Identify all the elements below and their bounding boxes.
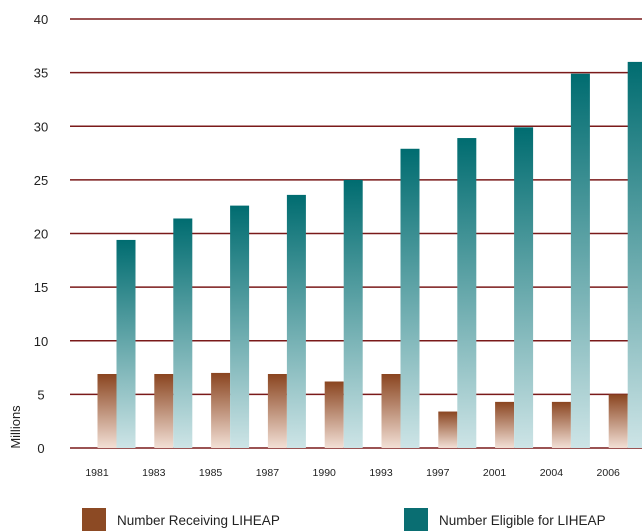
x-axis-ticks: 1981 1983 1985 1987 1990 1993 1997 2001 2004 2006 [85, 467, 620, 479]
legend-label-eligible: Number Eligible for LIHEAP [439, 513, 606, 528]
bar-receiving-1983 [154, 373, 174, 448]
bar-receiving-1987 [267, 373, 287, 448]
y-axis-title: Millions [8, 405, 23, 449]
y-tick-label: 15 [34, 280, 48, 295]
bar-eligible-1983 [173, 218, 193, 448]
bar-receiving-2006 [608, 394, 628, 448]
y-tick-label: 20 [34, 227, 48, 242]
x-tick-label: 1990 [313, 467, 337, 479]
bar-receiving-1981 [97, 373, 117, 448]
bar-eligible-2004 [570, 73, 590, 448]
legend: Number Receiving LIHEAP Number Eligible … [82, 508, 606, 531]
bar-receiving-1990 [324, 381, 344, 448]
legend-swatch-eligible [404, 508, 428, 531]
y-tick-label: 30 [34, 119, 48, 134]
y-tick-label: 10 [34, 334, 48, 349]
bar-receiving-1985 [211, 372, 231, 448]
y-axis-ticks: 0 5 10 15 20 25 30 35 40 [34, 12, 48, 456]
bar-receiving-2004 [551, 401, 571, 448]
bar-eligible-2001 [514, 127, 534, 448]
y-tick-label: 5 [37, 387, 44, 402]
bar-receiving-1993 [381, 373, 401, 448]
bars [97, 61, 642, 449]
bar-eligible-1987 [286, 194, 306, 448]
x-tick-label: 1985 [199, 467, 223, 479]
bar-receiving-2001 [495, 401, 515, 448]
x-tick-label: 1987 [256, 467, 280, 479]
x-tick-label: 2006 [597, 467, 621, 479]
y-tick-label: 25 [34, 173, 48, 188]
y-tick-label: 35 [34, 66, 48, 81]
bar-eligible-1997 [457, 138, 477, 449]
x-tick-label: 1981 [85, 467, 109, 479]
x-tick-label: 1997 [426, 467, 450, 479]
bar-eligible-2006 [627, 61, 642, 449]
bar-eligible-1981 [116, 239, 136, 448]
y-tick-label: 40 [34, 12, 48, 27]
x-tick-label: 2004 [540, 467, 564, 479]
x-tick-label: 1993 [369, 467, 393, 479]
x-tick-label: 2001 [483, 467, 507, 479]
legend-swatch-receiving [82, 508, 106, 531]
y-tick-label: 0 [37, 441, 44, 456]
bar-eligible-1985 [230, 205, 250, 448]
bar-eligible-1990 [343, 179, 363, 448]
bar-eligible-1993 [400, 148, 420, 448]
legend-label-receiving: Number Receiving LIHEAP [117, 513, 280, 528]
x-tick-label: 1983 [142, 467, 166, 479]
bar-receiving-1997 [438, 411, 458, 448]
